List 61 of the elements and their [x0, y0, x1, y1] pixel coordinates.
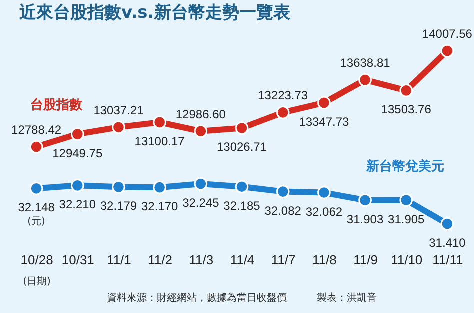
x-tick-label: 11/1 — [107, 252, 132, 268]
data-label: 12949.75 — [52, 146, 103, 160]
x-tick-label: 11/2 — [148, 252, 172, 268]
data-label: 31.410 — [429, 236, 466, 250]
x-tick-label: 11/11 — [432, 252, 464, 268]
data-label: 12788.42 — [12, 123, 62, 137]
data-label: 13100.17 — [134, 134, 186, 148]
data-label: 13026.71 — [216, 140, 268, 154]
x-tick-label: 10/31 — [62, 252, 94, 268]
point — [235, 122, 249, 135]
data-label: 32.082 — [264, 204, 302, 218]
point — [235, 180, 249, 194]
point — [440, 217, 454, 231]
x-tick-label: 11/3 — [189, 252, 214, 268]
data-label: 32.210 — [59, 198, 96, 212]
data-label: 32.245 — [182, 196, 220, 210]
point — [440, 44, 454, 58]
data-label: 13638.81 — [340, 56, 391, 70]
data-label: 32.148 — [18, 200, 56, 215]
point — [358, 194, 372, 208]
data-label: 13223.73 — [258, 88, 308, 103]
point — [30, 182, 44, 196]
point — [194, 177, 208, 191]
point — [318, 186, 331, 200]
point — [70, 179, 84, 192]
point — [276, 185, 290, 198]
x-tick-label: 11/4 — [230, 252, 255, 268]
data-label: 32.185 — [224, 198, 261, 213]
point — [194, 124, 208, 138]
x-tick-label: 11/7 — [271, 252, 296, 268]
text: 資料來源：財經網站，數據為當日收盤價 製表：洪凱音 — [107, 293, 377, 304]
x-tick-label: 11/10 — [391, 252, 423, 268]
data-label: 13347.73 — [299, 114, 350, 129]
x-axis-title: (日期) — [23, 276, 52, 288]
x-tick-label: 11/8 — [312, 252, 337, 268]
data-label: 12986.60 — [176, 107, 226, 122]
point — [358, 73, 372, 87]
annotation: (元) — [28, 216, 46, 228]
data-label: 13503.76 — [381, 102, 432, 117]
point — [112, 120, 126, 134]
data-label: 32.179 — [100, 199, 138, 214]
x-tick-label: 10/28 — [20, 252, 54, 268]
point — [318, 96, 331, 110]
data-label: 14007.56 — [422, 27, 473, 41]
point — [153, 116, 166, 130]
point — [400, 84, 414, 98]
data-label: 31.903 — [346, 212, 384, 226]
point — [112, 180, 126, 194]
data-label: 13037.21 — [94, 103, 144, 118]
series-label: 新台幣兌美元 — [365, 158, 444, 174]
data-label: 32.062 — [306, 204, 343, 219]
point — [400, 194, 414, 207]
point — [70, 128, 84, 141]
data-label: 31.905 — [388, 212, 426, 226]
data-label: 32.170 — [141, 200, 178, 214]
x-tick-label: 11/9 — [354, 252, 378, 268]
point — [153, 180, 166, 194]
chart-title: 近來台股指數v.s.新台幣走勢一覽表 — [18, 3, 292, 23]
point — [276, 106, 290, 120]
series-label: 台股指數 — [30, 97, 84, 113]
point — [30, 140, 44, 154]
